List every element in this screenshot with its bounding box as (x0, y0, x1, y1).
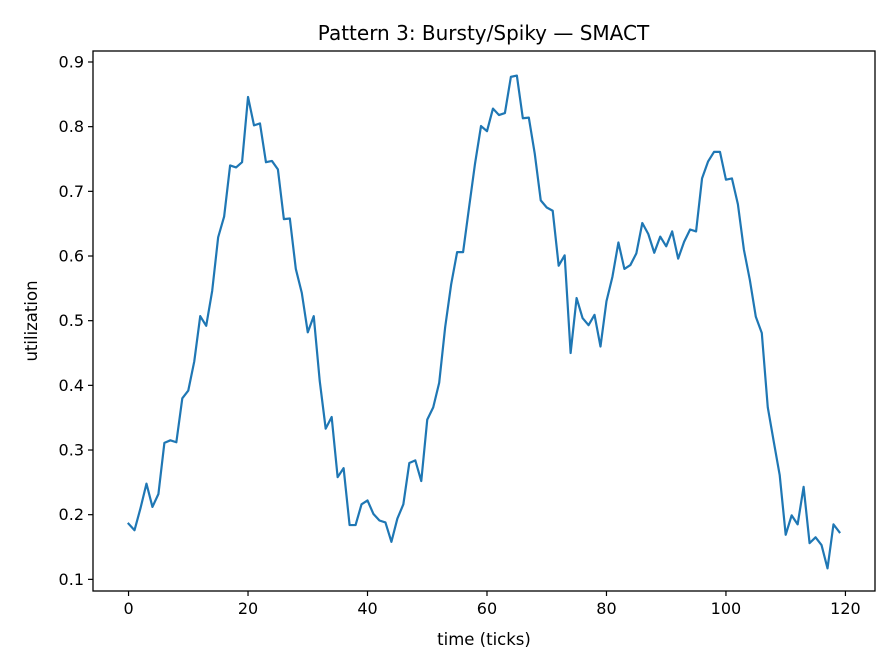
y-tick-label: 0.1 (59, 570, 84, 589)
y-tick-label: 0.3 (59, 441, 84, 460)
y-tick-label: 0.5 (59, 311, 84, 330)
y-axis-label: utilization (22, 280, 41, 361)
series-line (126, 74, 841, 570)
x-tick-label: 100 (711, 599, 742, 618)
chart-title: Pattern 3: Bursty/Spiky — SMACT (318, 21, 650, 45)
y-tick-label: 0.7 (59, 182, 84, 201)
x-tick-label: 40 (357, 599, 377, 618)
x-axis-label: time (ticks) (437, 630, 531, 649)
x-tick-label: 80 (596, 599, 616, 618)
x-tick-label: 20 (238, 599, 258, 618)
x-axis-ticks: 0 20 40 60 80 100 120 (123, 591, 861, 618)
y-tick-label: 0.4 (59, 376, 84, 395)
y-tick-label: 0.2 (59, 505, 84, 524)
x-tick-label: 120 (830, 599, 861, 618)
plot-frame (92, 50, 876, 592)
x-tick-label: 0 (123, 599, 133, 618)
y-tick-label: 0.9 (59, 52, 84, 71)
plot-area (126, 74, 841, 570)
y-tick-label: 0.6 (59, 247, 84, 266)
y-tick-label: 0.8 (59, 117, 84, 136)
x-tick-label: 60 (477, 599, 497, 618)
y-axis-ticks: 0.1 0.2 0.3 0.4 0.5 0.6 0.7 0.8 0.9 (59, 52, 93, 589)
